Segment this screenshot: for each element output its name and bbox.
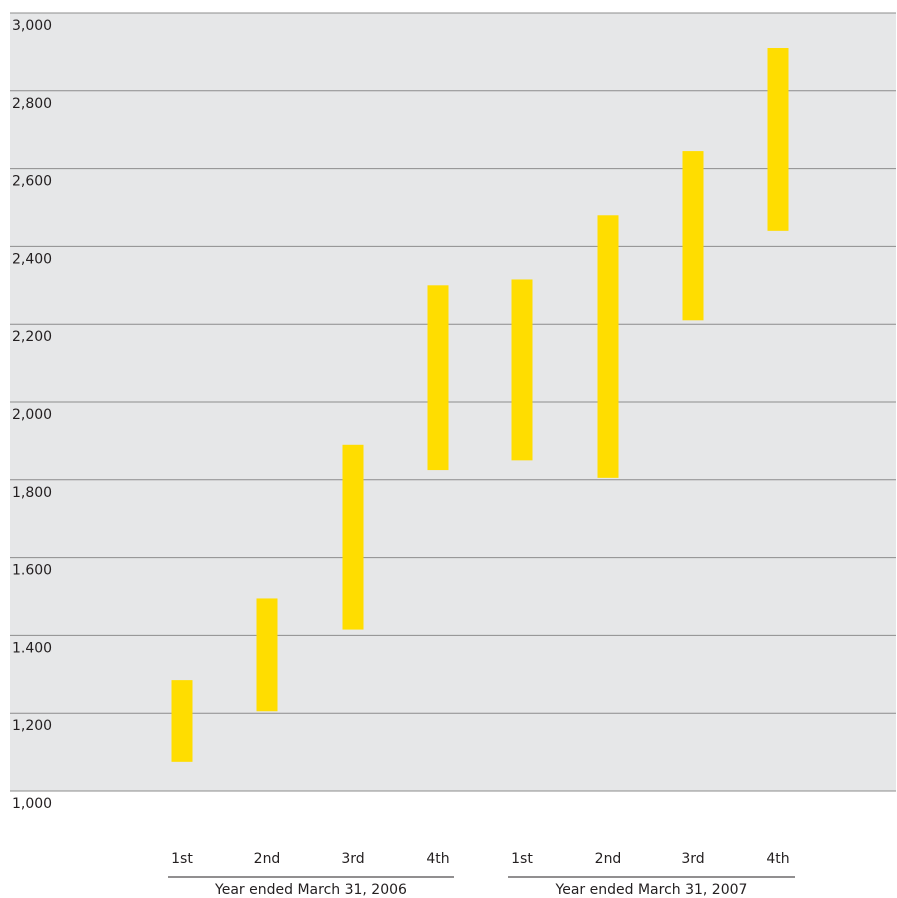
- range-bar: [256, 598, 278, 712]
- y-tick-label: 1,000: [12, 796, 52, 812]
- y-axis-tick-labels: 1,000 1,200 1.400 1.600 1,800 2,000 2,200 2,400…: [12, 18, 52, 812]
- range-bar: [171, 680, 193, 762]
- y-tick-label: 3,000: [12, 18, 52, 34]
- range-bar: [767, 48, 789, 231]
- y-tick-label: 2,400: [12, 251, 52, 267]
- x-category-label: 2nd: [254, 851, 281, 867]
- x-category-label: 1st: [171, 851, 193, 867]
- x-axis-category-labels: 1st 2nd 3rd 4th 1st 2nd 3rd 4th: [171, 851, 789, 867]
- x-group-label: Year ended March 31, 2007: [555, 882, 748, 898]
- x-category-label: 3rd: [341, 851, 364, 867]
- range-bar: [682, 151, 704, 321]
- range-bar: [597, 215, 619, 478]
- y-tick-label: 1,800: [12, 485, 52, 501]
- y-tick-label: 1.400: [12, 640, 52, 656]
- x-category-label: 4th: [766, 851, 789, 867]
- range-bar: [342, 444, 364, 630]
- x-category-label: 3rd: [681, 851, 704, 867]
- x-category-label: 2nd: [595, 851, 622, 867]
- x-group-label: Year ended March 31, 2006: [214, 882, 407, 898]
- y-tick-label: 2,200: [12, 329, 52, 345]
- x-category-label: 1st: [511, 851, 533, 867]
- x-axis-group-labels: Year ended March 31, 2006 Year ended Marc…: [168, 876, 795, 898]
- range-bars: [171, 48, 789, 762]
- y-tick-label: 2,600: [12, 174, 52, 190]
- y-tick-label: 2,800: [12, 96, 52, 112]
- range-bar: [511, 279, 533, 461]
- y-tick-label: 2,000: [12, 407, 52, 423]
- range-bar: [427, 285, 449, 471]
- y-tick-label: 1.600: [12, 563, 52, 579]
- x-category-label: 4th: [426, 851, 449, 867]
- y-tick-label: 1,200: [12, 718, 52, 734]
- gridlines: [10, 12, 896, 792]
